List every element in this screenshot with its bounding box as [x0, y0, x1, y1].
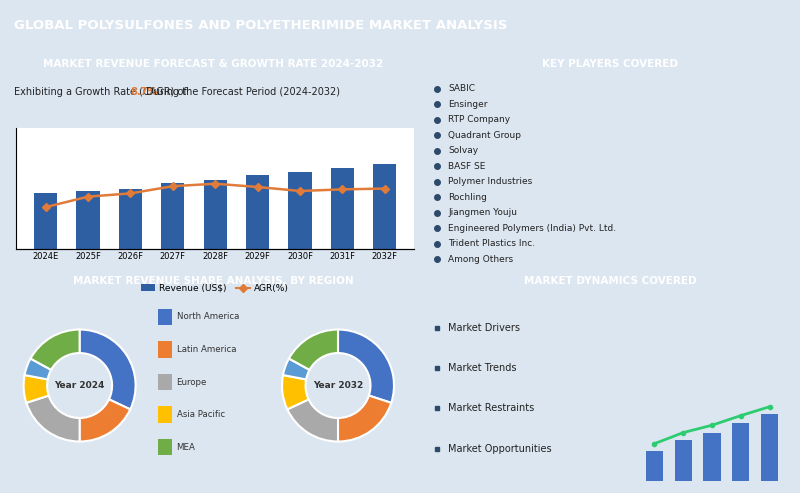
Wedge shape	[338, 329, 394, 403]
Wedge shape	[23, 375, 49, 403]
Text: Jiangmen Youju: Jiangmen Youju	[448, 208, 517, 217]
Text: 8.7%: 8.7%	[130, 87, 157, 98]
Text: Latin America: Latin America	[177, 345, 236, 354]
Wedge shape	[338, 395, 391, 442]
Text: Market Restraints: Market Restraints	[448, 403, 534, 414]
Text: GLOBAL POLYSULFONES AND POLYETHERIMIDE MARKET ANALYSIS: GLOBAL POLYSULFONES AND POLYETHERIMIDE M…	[14, 19, 508, 32]
Text: MARKET REVENUE FORECAST & GROWTH RATE 2024-2032: MARKET REVENUE FORECAST & GROWTH RATE 20…	[43, 59, 383, 69]
Bar	[288, 172, 311, 249]
Bar	[761, 414, 778, 481]
Bar	[330, 169, 354, 249]
Text: Solvay: Solvay	[448, 146, 478, 155]
Text: Rochling: Rochling	[448, 193, 487, 202]
Bar	[158, 406, 172, 423]
Bar	[158, 342, 172, 358]
Text: Asia Pacific: Asia Pacific	[177, 410, 225, 419]
Text: Market Opportunities: Market Opportunities	[448, 444, 552, 454]
Text: Year 2024: Year 2024	[54, 381, 105, 390]
Text: Europe: Europe	[177, 378, 207, 387]
Bar	[703, 433, 721, 481]
Text: North America: North America	[177, 313, 239, 321]
Text: During the Forecast Period (2024-2032): During the Forecast Period (2024-2032)	[143, 87, 340, 98]
Text: SABIC: SABIC	[448, 84, 475, 94]
Text: Market Drivers: Market Drivers	[448, 322, 520, 333]
Text: MARKET DYNAMICS COVERED: MARKET DYNAMICS COVERED	[524, 276, 696, 285]
Wedge shape	[282, 375, 309, 409]
Legend: Revenue (US$), AGR(%): Revenue (US$), AGR(%)	[138, 280, 293, 296]
Wedge shape	[25, 358, 51, 380]
Text: KEY PLAYERS COVERED: KEY PLAYERS COVERED	[542, 59, 678, 69]
Text: Ensinger: Ensinger	[448, 100, 488, 109]
Wedge shape	[79, 329, 135, 409]
Bar	[77, 191, 100, 249]
Text: MARKET REVENUE SHARE ANALYSIS, BY REGION: MARKET REVENUE SHARE ANALYSIS, BY REGION	[73, 276, 354, 285]
Bar	[646, 451, 663, 481]
Text: Market Trends: Market Trends	[448, 363, 517, 373]
Text: Polymer Industries: Polymer Industries	[448, 177, 533, 186]
Bar	[158, 374, 172, 390]
Text: Exhibiting a Growth Rate (CAGR) of: Exhibiting a Growth Rate (CAGR) of	[14, 87, 190, 98]
Text: MEA: MEA	[177, 443, 195, 452]
Wedge shape	[79, 399, 130, 442]
Wedge shape	[289, 329, 338, 370]
Text: RTP Company: RTP Company	[448, 115, 510, 124]
Wedge shape	[283, 358, 310, 380]
Text: Quadrant Group: Quadrant Group	[448, 131, 521, 140]
Wedge shape	[26, 395, 79, 442]
Bar	[203, 179, 227, 249]
Text: Among Others: Among Others	[448, 254, 514, 264]
Wedge shape	[30, 329, 80, 370]
Bar	[246, 176, 270, 249]
Text: Trident Plastics Inc.: Trident Plastics Inc.	[448, 239, 535, 248]
Text: Year 2032: Year 2032	[313, 381, 363, 390]
Bar	[161, 182, 185, 249]
Bar	[119, 189, 142, 249]
Wedge shape	[287, 399, 338, 442]
Bar	[674, 440, 692, 481]
Text: Engineered Polymers (India) Pvt. Ltd.: Engineered Polymers (India) Pvt. Ltd.	[448, 224, 616, 233]
Text: BASF SE: BASF SE	[448, 162, 486, 171]
Bar	[158, 439, 172, 456]
Bar	[34, 193, 58, 249]
Bar	[732, 423, 750, 481]
Bar	[158, 309, 172, 325]
Bar	[373, 164, 396, 249]
